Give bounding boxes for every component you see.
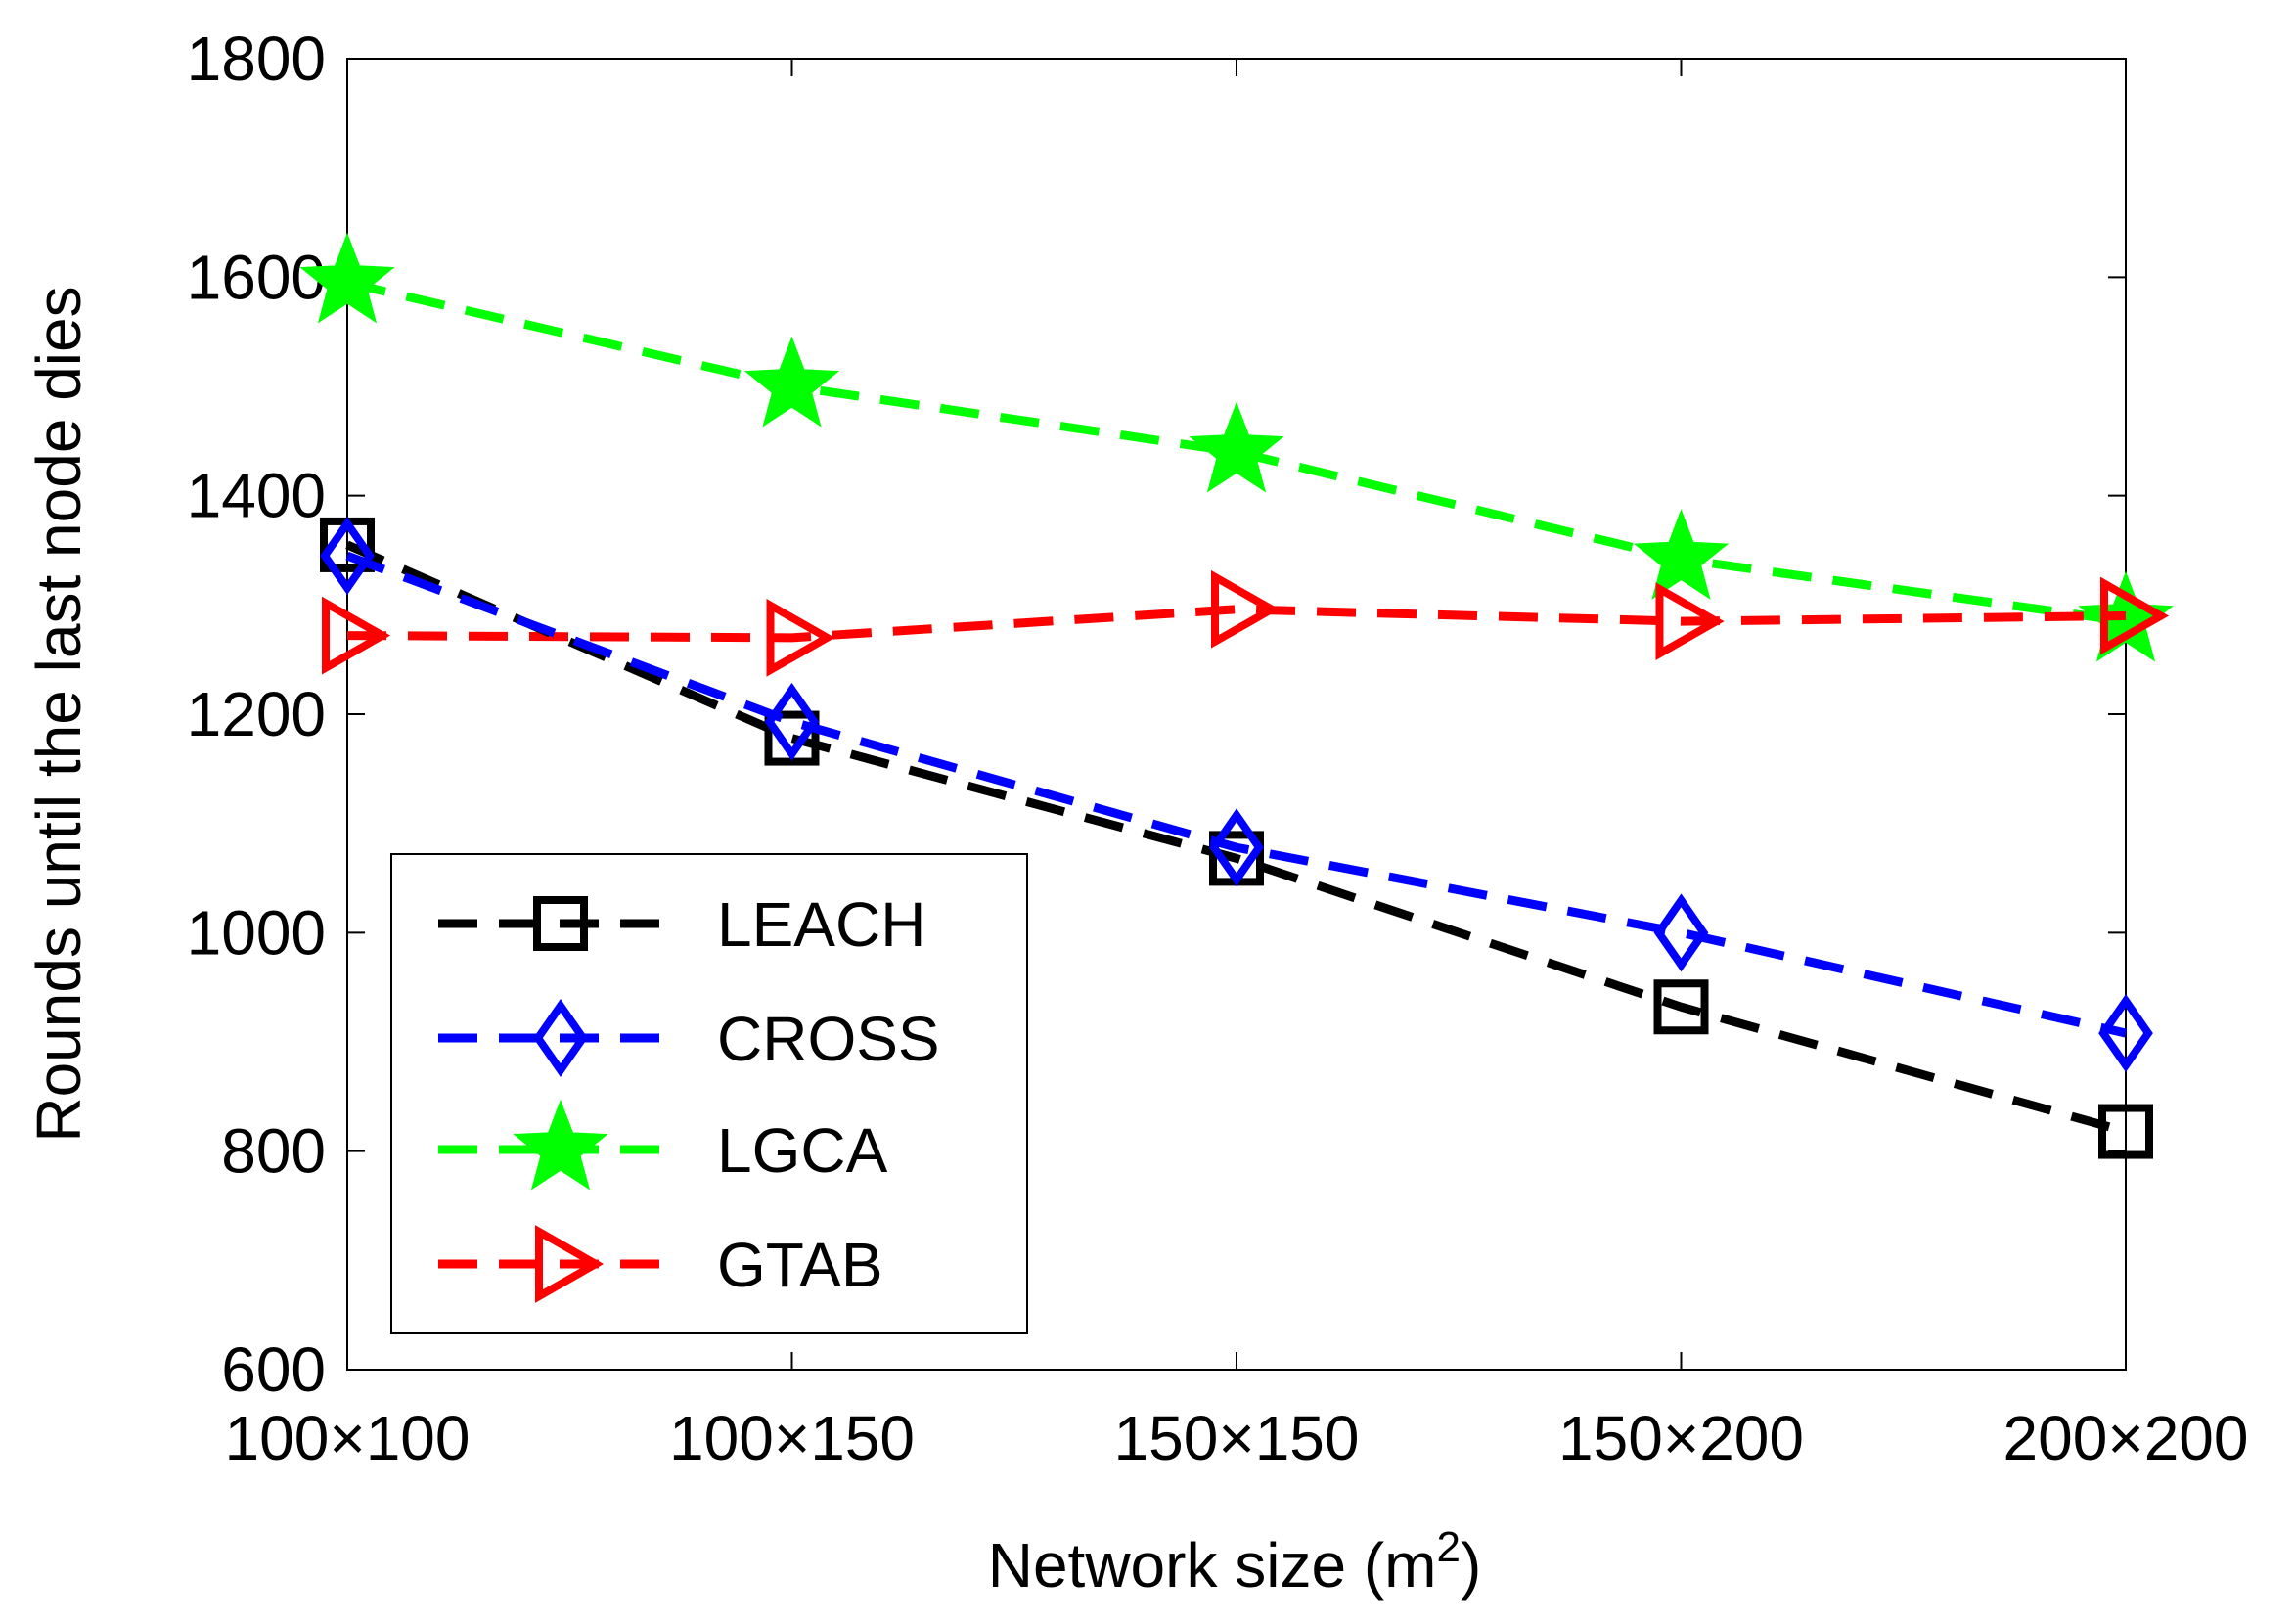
legend-item-cross: CROSS (438, 999, 940, 1077)
data-point-cross (764, 682, 820, 761)
data-point-leach (2098, 1104, 2153, 1159)
axis-ticks: 600 800 1000 1200 1400 1600 1800 100×100 100×150… (187, 23, 2249, 1473)
legend-marker (533, 896, 588, 951)
y-tick-label: 600 (221, 1334, 326, 1405)
legend-item-lgca: LGCA (438, 1099, 888, 1191)
legend-label: LEACH (717, 889, 925, 960)
data-point-gtab (1655, 582, 1725, 660)
series-cross (320, 517, 2153, 1073)
data-point-cross (2098, 994, 2153, 1073)
x-tick-label: 100×100 (225, 1403, 471, 1473)
series-gtab (322, 569, 2170, 677)
x-tick-label: 200×200 (2003, 1403, 2249, 1473)
series-leach (320, 517, 2153, 1159)
x-axis-title-suffix: ) (1461, 1530, 1481, 1601)
y-tick-label: 1600 (187, 242, 326, 312)
legend-label: LGCA (717, 1115, 888, 1186)
series-line-gtab (346, 605, 2127, 643)
data-point-cross (320, 517, 375, 596)
series-line-lgca (345, 278, 2127, 626)
data-point-lgca (1189, 401, 1284, 493)
legend-marker (535, 1225, 605, 1303)
legend-marker (513, 1099, 608, 1191)
legend: LEACH CROSS LGCA GTAB (390, 853, 1028, 1334)
data-point-leach (1653, 979, 1709, 1035)
data-point-gtab (2100, 576, 2170, 655)
data-point-cross (1653, 893, 1709, 972)
y-tick-label: 1400 (187, 461, 326, 531)
series-line-cross (345, 551, 2127, 1038)
legend-item-leach: LEACH (438, 889, 925, 960)
data-point-lgca (1633, 509, 1730, 600)
data-point-gtab (322, 596, 391, 675)
x-axis-title-text: Network size (m (988, 1530, 1437, 1601)
data-point-lgca (299, 232, 395, 324)
y-axis-title: Rounds until the last node dies (23, 286, 94, 1142)
legend-label: GTAB (717, 1230, 883, 1300)
legend-item-gtab: GTAB (438, 1225, 883, 1303)
series-line-leach (345, 540, 2128, 1136)
legend-marker (533, 999, 588, 1077)
x-axis-title: Network size (m2) (988, 1523, 1482, 1601)
x-tick-label: 150×200 (1558, 1403, 1804, 1473)
data-point-lgca (743, 336, 840, 428)
y-tick-label: 1800 (187, 23, 326, 94)
data-point-gtab (1211, 569, 1281, 649)
x-tick-label: 100×150 (669, 1403, 915, 1473)
y-tick-label: 1000 (187, 897, 326, 968)
series-layer (299, 232, 2174, 1159)
data-point-leach (764, 710, 820, 766)
x-tick-label: 150×150 (1114, 1403, 1360, 1473)
data-point-gtab (766, 598, 835, 677)
legend-box (390, 853, 1028, 1334)
legend-label: CROSS (717, 1004, 940, 1074)
data-point-cross (1209, 808, 1264, 887)
x-axis-title-superscript: 2 (1436, 1523, 1460, 1571)
y-tick-label: 1200 (187, 679, 326, 749)
y-tick-label: 800 (221, 1116, 326, 1187)
